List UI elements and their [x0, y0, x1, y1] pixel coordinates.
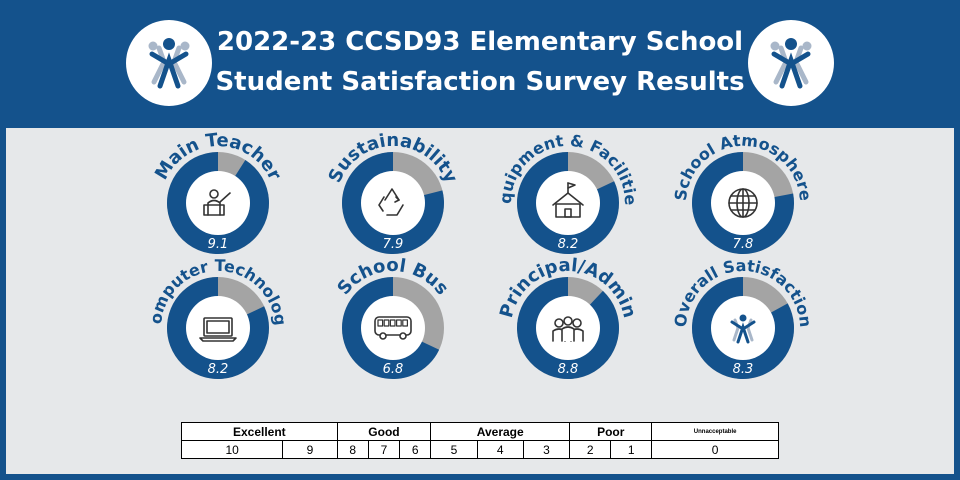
header-banner: 2022-23 CCSD93 Elementary School Student… — [0, 0, 960, 128]
gauge-score-label: 7.9 — [383, 237, 404, 252]
gauge-score-label: 8.3 — [733, 362, 754, 377]
scale-number-cell: 1 — [610, 440, 653, 459]
laptop-icon — [199, 317, 237, 342]
people-icon — [552, 316, 584, 342]
scale-number-cell: 5 — [430, 440, 478, 459]
scale-number-cell: 10 — [180, 440, 284, 459]
gauge-score-label: 7.8 — [733, 237, 754, 252]
scale-category-cell: Good — [336, 422, 432, 441]
gauge-inner-disc — [361, 296, 425, 360]
rating-scale-table: Excellent Good Average Poor Unnacceptable 10… — [180, 422, 779, 459]
scale-number-cell: 0 — [651, 440, 779, 459]
gauge-score-label: 9.1 — [208, 237, 229, 252]
teacher-icon — [203, 189, 231, 216]
scale-category-cell: Poor — [569, 422, 653, 441]
scale-category-cell: Unnacceptable — [651, 422, 779, 441]
gauge-score-label: 8.2 — [208, 362, 229, 377]
scale-number-cell: 6 — [399, 440, 432, 459]
scale-category-cell: Excellent — [181, 422, 338, 441]
title-line-2: Student Satisfaction Survey Results — [215, 67, 745, 97]
ccsd93-logo-icon — [126, 20, 212, 106]
scale-number-cell: 7 — [367, 440, 401, 459]
scale-number-row: 10 9 8 7 6 5 4 3 2 1 0 — [180, 440, 779, 459]
scale-category-row: Excellent Good Average Poor Unnacceptable — [181, 422, 779, 441]
scale-number-cell: 8 — [336, 440, 369, 459]
globe-icon — [728, 188, 758, 218]
gauge-score-label: 6.8 — [383, 362, 404, 377]
scale-number-cell: 3 — [522, 440, 571, 459]
scale-number-cell: 9 — [282, 440, 338, 459]
page-title: 2022-23 CCSD93 Elementary School Student… — [200, 22, 760, 102]
gauge-inner-disc — [186, 171, 250, 235]
gauge-inner-disc — [186, 296, 250, 360]
scale-number-cell: 4 — [476, 440, 524, 459]
school-building-icon — [552, 182, 584, 218]
title-line-1: 2022-23 CCSD93 Elementary School — [216, 27, 744, 57]
scale-category-cell: Average — [430, 422, 571, 441]
gauge-score-label: 8.2 — [558, 237, 579, 252]
recycle-icon — [378, 188, 404, 216]
bus-icon — [374, 316, 412, 340]
ccsd93-logo-icon — [730, 314, 756, 344]
gauge: 8.2Equipment & Facilities — [6, 128, 640, 254]
ccsd93-logo-icon — [748, 20, 834, 106]
scale-number-cell: 2 — [569, 440, 612, 459]
gauge-inner-disc — [361, 171, 425, 235]
gauge-inner-disc — [536, 171, 600, 235]
gauge-score-label: 8.8 — [558, 362, 579, 377]
